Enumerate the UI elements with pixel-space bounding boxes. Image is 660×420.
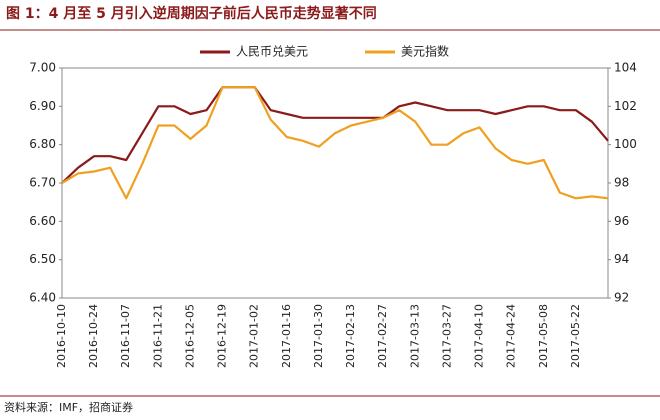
y-tick-label: 7.00 [29,61,56,75]
y2-tick-label: 100 [614,137,637,151]
plot-frame [61,67,609,299]
x-tick-label: 2017-03-27 [440,304,453,368]
y-tick-label: 6.80 [29,137,56,151]
x-tick-label: 2016-10-24 [87,304,100,368]
legend-label: 人民币兑美元 [236,45,308,59]
y2-tick-label: 96 [614,214,629,228]
y-tick-label: 6.70 [29,176,56,190]
series-line [61,86,609,200]
x-tick-label: 2017-01-30 [312,304,325,368]
x-tick-label: 2017-05-22 [569,304,582,368]
series-line [61,86,609,184]
x-tick-label: 2017-05-08 [537,304,550,368]
y-tick-label: 6.50 [29,252,56,266]
x-tick-label: 2016-12-05 [183,304,196,368]
x-tick-label: 2017-01-02 [248,304,261,368]
chart-title: 图 1：4 月至 5 月引入逆周期因子前后人民币走势显著不同 [6,5,377,22]
x-tick-label: 2017-01-16 [280,304,293,368]
x-tick-label: 2017-04-10 [473,304,486,368]
y-tick-label: 6.40 [29,291,56,305]
y2-tick-label: 94 [614,252,629,266]
x-tick-label: 2017-04-24 [505,304,518,368]
x-tick-label: 2016-11-07 [119,304,132,368]
x-tick-label: 2017-02-13 [344,304,357,368]
x-tick-label: 2016-12-19 [216,304,229,368]
y2-tick-label: 92 [614,291,629,305]
legend-label: 美元指数 [401,44,449,59]
y2-tick-label: 98 [614,176,629,190]
x-tick-label: 2016-11-21 [151,304,164,368]
x-tick-label: 2017-02-27 [376,304,389,368]
y2-tick-label: 104 [614,61,637,75]
y2-tick-label: 102 [614,99,637,113]
y-tick-label: 6.90 [29,99,56,113]
source: 资料来源：IMF，招商证券 [4,400,133,414]
x-tick-label: 2017-03-13 [408,304,421,368]
y-tick-label: 6.60 [29,214,56,228]
x-tick-label: 2016-10-10 [55,304,68,368]
